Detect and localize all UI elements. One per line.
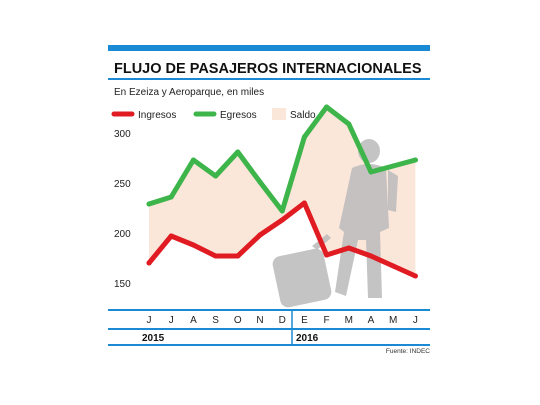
x-axis-bottom-rule: [108, 344, 430, 346]
x-tick-label: J: [169, 315, 174, 326]
x-tick-label: N: [256, 315, 263, 326]
data-point-ingresos: [213, 253, 219, 259]
data-point-ingresos: [346, 245, 352, 251]
series-lines: [146, 104, 418, 279]
x-tick-label: A: [368, 315, 375, 326]
data-point-egresos: [190, 157, 196, 163]
data-point-egresos: [412, 157, 418, 163]
data-point-egresos: [146, 201, 152, 207]
x-axis-top-rule: [108, 309, 430, 311]
x-tick-label: M: [345, 315, 353, 326]
x-tick-label: S: [212, 315, 219, 326]
data-point-ingresos: [235, 253, 241, 259]
x-tick-label: F: [324, 315, 330, 326]
x-tick-label: E: [301, 315, 308, 326]
title-underline: [108, 78, 430, 80]
data-point-ingresos: [146, 260, 152, 266]
data-point-ingresos: [279, 217, 285, 223]
data-point-egresos: [346, 121, 352, 127]
chart-subtitle: En Ezeiza y Aeroparque, en miles: [114, 87, 264, 98]
x-tick-label: J: [413, 315, 418, 326]
data-point-egresos: [279, 208, 285, 214]
legend-label-saldo: Saldo: [290, 110, 316, 121]
legend: Ingresos Egresos Saldo: [111, 108, 316, 121]
data-point-ingresos: [190, 242, 196, 248]
x-tick-label: J: [147, 315, 152, 326]
y-tick-label: 250: [114, 179, 131, 190]
data-point-egresos: [257, 179, 263, 185]
data-point-egresos: [168, 194, 174, 200]
x-tick-label: A: [190, 315, 197, 326]
chart-title: FLUJO DE PASAJEROS INTERNACIONALES: [114, 61, 422, 77]
source-note: Fuente: INDEC: [386, 348, 430, 355]
x-tick-label: O: [234, 315, 242, 326]
data-point-egresos: [368, 169, 374, 175]
y-tick-label: 150: [114, 279, 131, 290]
data-point-egresos: [390, 163, 396, 169]
y-tick-label: 200: [114, 229, 131, 240]
y-axis: 150 200 250 300: [114, 129, 131, 290]
y-tick-label: 300: [114, 129, 131, 140]
data-point-ingresos: [301, 200, 307, 206]
data-point-egresos: [213, 173, 219, 179]
data-point-ingresos: [324, 252, 330, 258]
legend-label-ingresos: Ingresos: [138, 110, 176, 121]
traveler-with-suitcase-silhouette: [272, 139, 398, 308]
data-point-ingresos: [368, 253, 374, 259]
year-label-2015: 2015: [142, 333, 165, 344]
data-point-ingresos: [168, 233, 174, 239]
year-label-2016: 2016: [296, 333, 319, 344]
data-point-ingresos: [390, 263, 396, 269]
data-point-egresos: [301, 134, 307, 140]
data-point-ingresos: [257, 232, 263, 238]
data-point-egresos: [235, 149, 241, 155]
top-accent-bar: [108, 45, 430, 51]
x-axis-middle-rule: [108, 328, 430, 330]
legend-swatch-saldo: [272, 108, 286, 120]
data-point-ingresos: [412, 273, 418, 279]
x-tick-label: D: [279, 315, 286, 326]
x-tick-label: M: [389, 315, 397, 326]
legend-label-egresos: Egresos: [220, 110, 257, 121]
data-point-egresos: [324, 104, 330, 110]
